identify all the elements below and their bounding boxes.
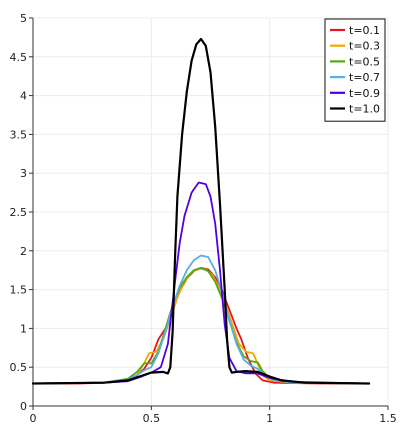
legend-label: t=0.9: [349, 87, 380, 100]
legend-label: t=0.5: [349, 55, 380, 68]
y-tick-label: 1: [20, 322, 27, 335]
legend-label: t=0.1: [349, 24, 380, 37]
y-tick-label: 2.5: [10, 206, 28, 219]
series-line-t-0-7: [32, 254, 370, 385]
y-tick-label: 2: [20, 245, 27, 258]
legend: t=0.1 t=0.3 t=0.5 t=0.7 t=0.9 t=1.0: [324, 18, 386, 122]
y-tick-label: 5: [20, 12, 27, 25]
legend-label: t=0.7: [349, 71, 380, 84]
y-tick-label: 4: [20, 90, 27, 103]
x-tick-label: 1.5: [379, 412, 397, 425]
legend-box: [324, 18, 386, 122]
y-tick-label: 0.5: [10, 361, 28, 374]
x-tick-label: 0.5: [143, 412, 161, 425]
y-tick-label: 0: [20, 400, 27, 413]
y-tick-label: 1.5: [10, 284, 28, 297]
x-tick-label: 1: [266, 412, 273, 425]
legend-label: t=1.0: [349, 103, 380, 116]
legend-label: t=0.3: [349, 40, 380, 53]
series-lines: [31, 37, 371, 385]
series-line-t-0-5: [32, 267, 370, 385]
series-line-t-1-0: [31, 37, 371, 385]
y-tick-label: 3.5: [10, 128, 28, 141]
y-tick-label: 4.5: [10, 51, 28, 64]
grid-lines: [33, 17, 389, 406]
axes: 0 0.5 1 1.5 2 2.5 3 3.5 4 4.5 5 0 0.5 1 1.5: [10, 12, 397, 425]
y-tick-label: 3: [20, 167, 27, 180]
x-tick-label: 0: [30, 412, 37, 425]
